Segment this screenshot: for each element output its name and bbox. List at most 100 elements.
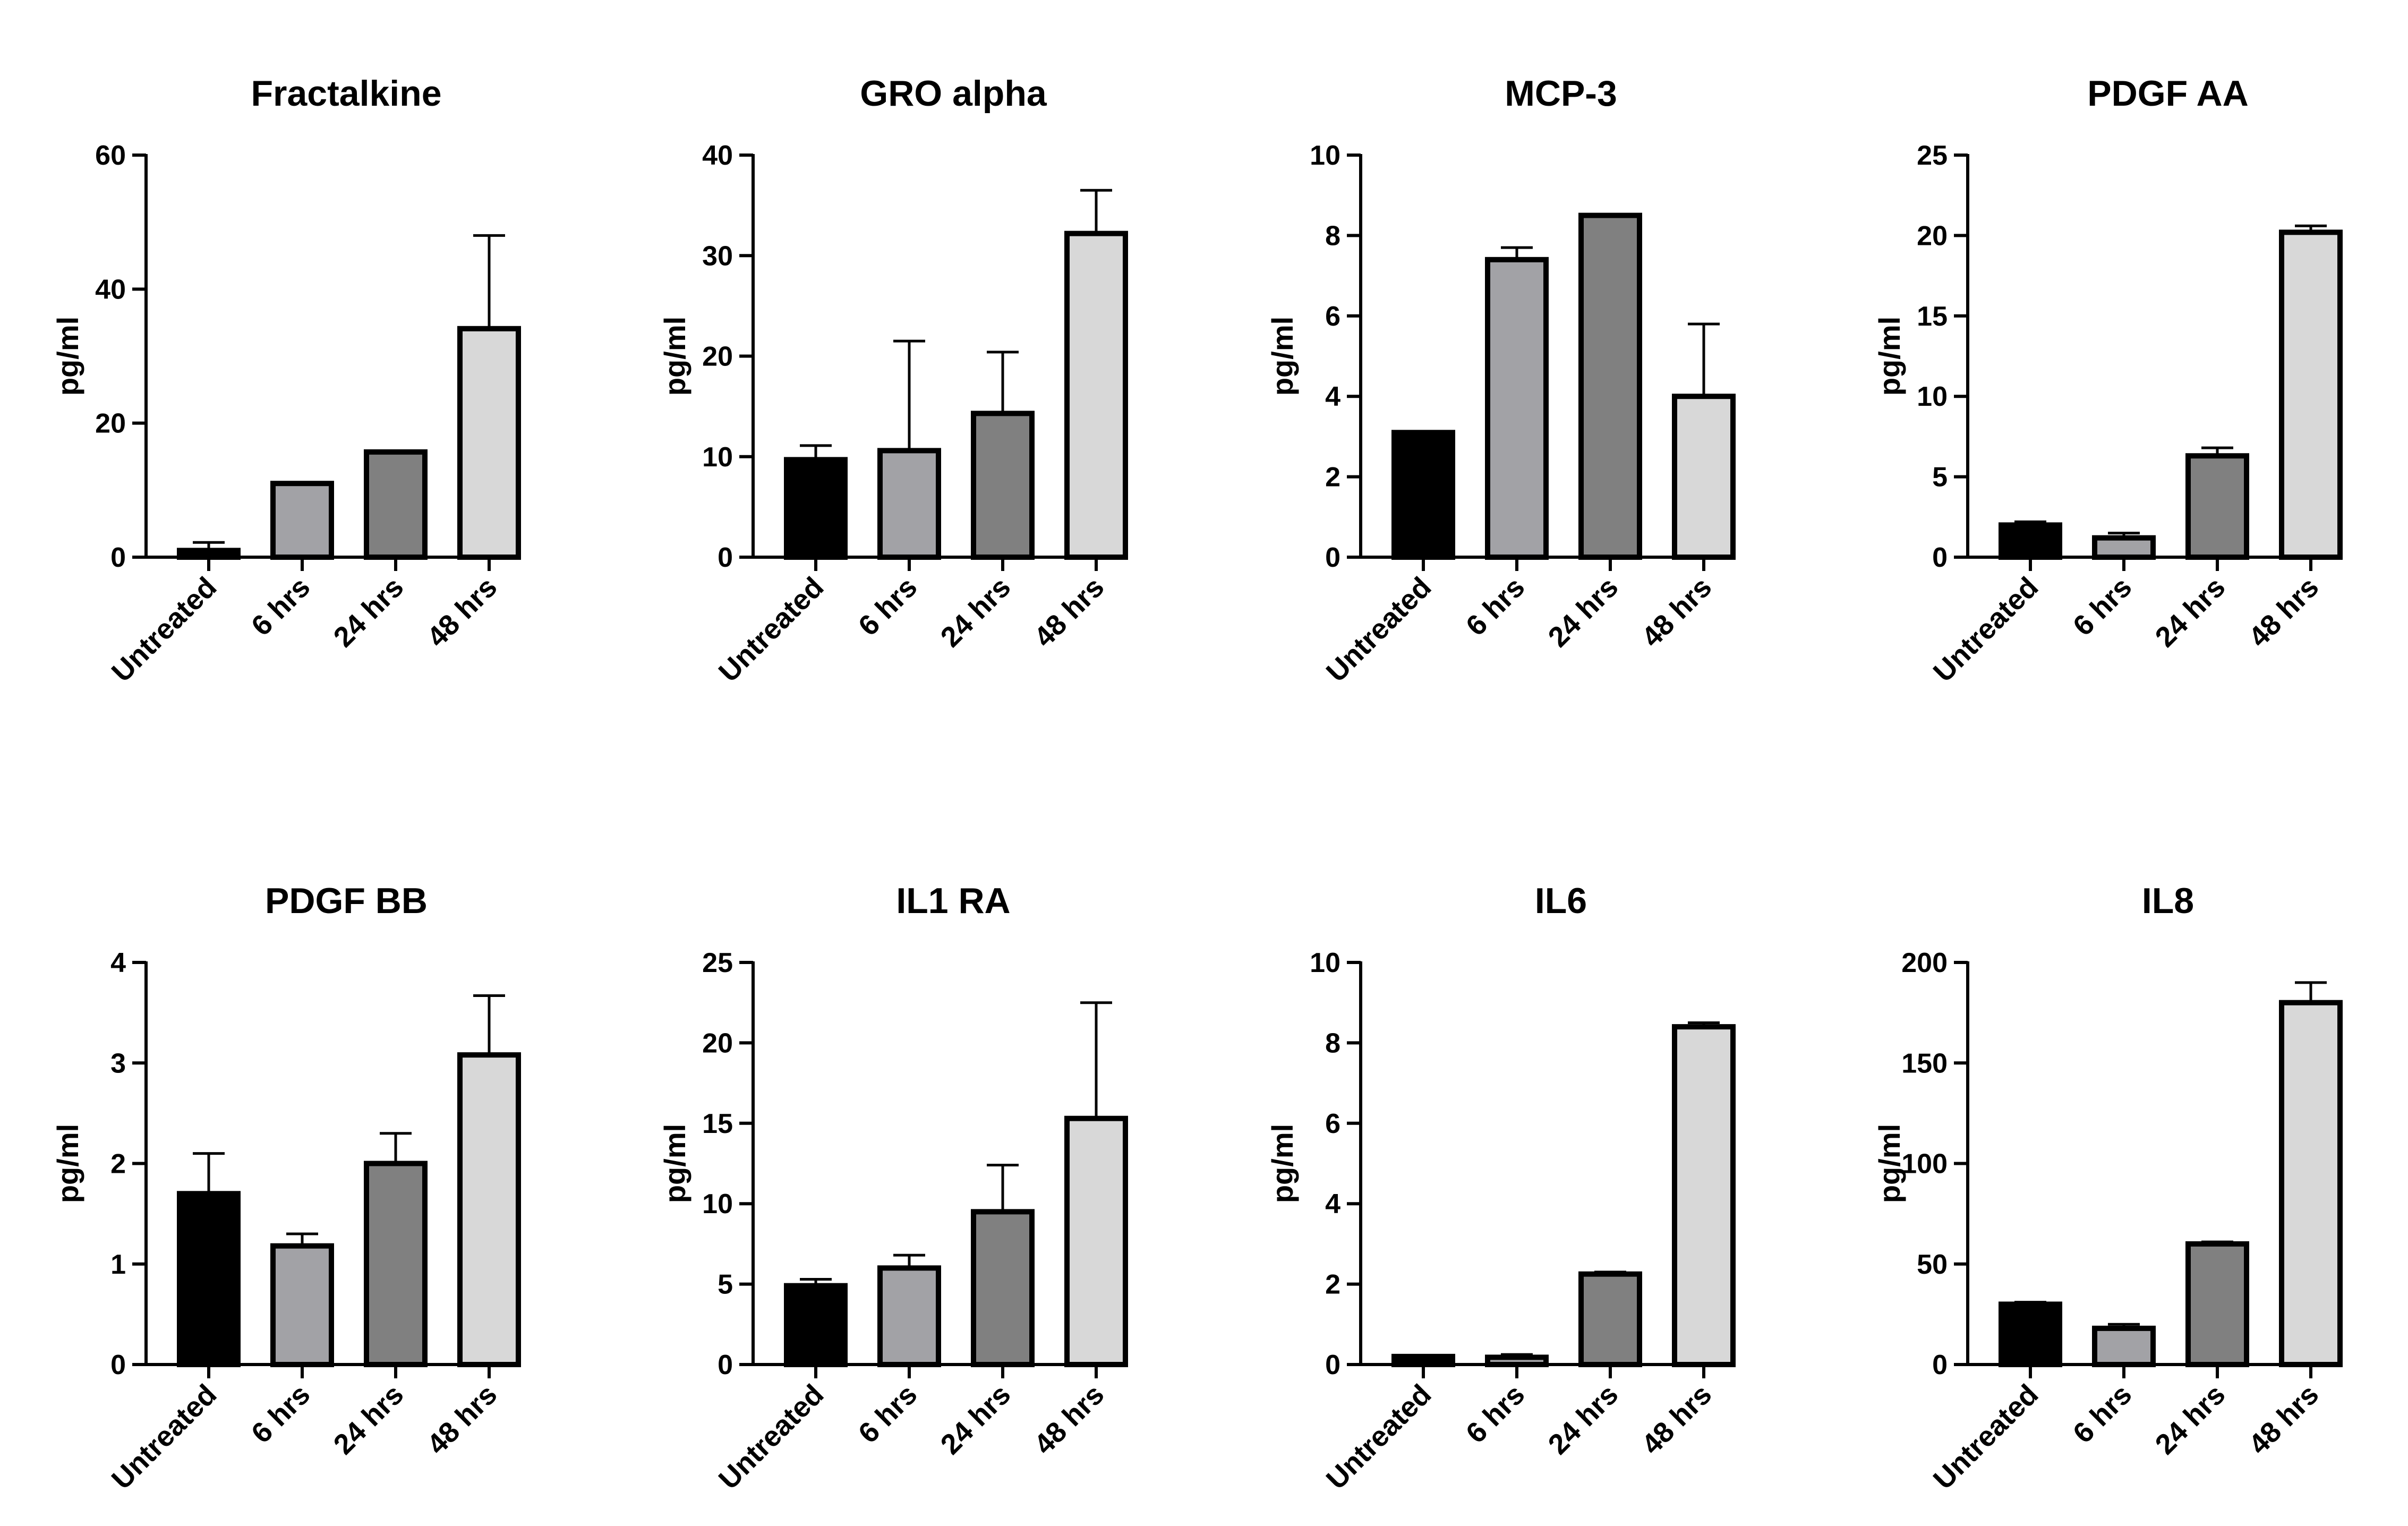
bar bbox=[877, 1265, 941, 1368]
chart-title: IL8 bbox=[2142, 881, 2194, 921]
bar bbox=[2092, 1325, 2156, 1368]
x-tick-label: 48 hrs bbox=[1636, 571, 1718, 653]
y-tick-label: 6 bbox=[1325, 1109, 1340, 1139]
y-tick-label: 60 bbox=[95, 140, 126, 171]
y-axis-label: pg/ml bbox=[1266, 317, 1299, 396]
y-tick-label: 0 bbox=[1932, 1350, 1948, 1380]
y-tick-label: 20 bbox=[702, 1028, 733, 1059]
bar bbox=[1999, 522, 2062, 560]
x-tick-label: Untreated bbox=[106, 1378, 223, 1496]
y-tick-label: 40 bbox=[702, 140, 733, 171]
x-tick-label: 24 hrs bbox=[328, 1378, 410, 1461]
chart-panel: PDGF BB pg/ml 0 1 2 3 4 Untreated 6 hrs 24 hrs 48 … bbox=[51, 881, 521, 1496]
y-tick-label: 100 bbox=[1901, 1149, 1948, 1180]
y-tick-label: 5 bbox=[1932, 462, 1948, 493]
bar bbox=[457, 1052, 521, 1367]
y-axis-label: pg/ml bbox=[658, 1124, 691, 1203]
y-axis-label: pg/ml bbox=[1873, 1124, 1906, 1203]
x-tick-label: Untreated bbox=[1927, 571, 2045, 688]
bar bbox=[1672, 394, 1736, 560]
bar bbox=[2185, 1241, 2249, 1367]
chart-panel: IL6 pg/ml 0 2 4 6 8 10 Untreated 6 hrs 24 hrs 48 hr… bbox=[1266, 881, 1736, 1496]
y-tick-label: 20 bbox=[1917, 220, 1948, 251]
y-axis-label: pg/ml bbox=[51, 1124, 84, 1203]
x-tick-label: 24 hrs bbox=[2149, 1378, 2232, 1461]
y-tick-label: 10 bbox=[702, 442, 733, 473]
y-tick-label: 0 bbox=[110, 1350, 126, 1380]
y-tick-label: 1 bbox=[110, 1249, 126, 1280]
y-tick-label: 20 bbox=[95, 408, 126, 439]
bar bbox=[1999, 1301, 2062, 1367]
y-axis-label: pg/ml bbox=[658, 317, 691, 396]
chart-title: IL1 RA bbox=[896, 881, 1010, 921]
chart-panel: IL8 pg/ml 0 50 100 150 200 Untreated 6 hrs 24 hrs… bbox=[1873, 881, 2343, 1496]
bar bbox=[2279, 229, 2343, 560]
x-tick-label: 6 hrs bbox=[2067, 571, 2138, 642]
x-tick-label: 48 hrs bbox=[421, 571, 503, 653]
x-tick-label: 6 hrs bbox=[1460, 1378, 1531, 1450]
y-tick-label: 4 bbox=[1325, 1189, 1340, 1220]
y-tick-label: 30 bbox=[702, 241, 733, 271]
y-axis-label: pg/ml bbox=[1266, 1124, 1299, 1203]
bar bbox=[1578, 1271, 1642, 1368]
x-tick-label: Untreated bbox=[106, 571, 223, 688]
chart-title: IL6 bbox=[1535, 881, 1587, 921]
y-tick-label: 10 bbox=[1917, 381, 1948, 412]
y-tick-label: 0 bbox=[718, 1350, 733, 1380]
y-tick-label: 2 bbox=[110, 1149, 126, 1180]
y-tick-label: 25 bbox=[1917, 140, 1948, 171]
x-tick-label: 24 hrs bbox=[935, 571, 1017, 653]
x-tick-label: Untreated bbox=[1927, 1378, 2045, 1496]
x-tick-label: 6 hrs bbox=[1460, 571, 1531, 642]
y-tick-label: 0 bbox=[110, 542, 126, 573]
x-tick-label: 24 hrs bbox=[328, 571, 410, 653]
x-tick-label: 48 hrs bbox=[2243, 571, 2325, 653]
bar bbox=[971, 1209, 1035, 1368]
bar bbox=[270, 1243, 334, 1368]
chart-panel: GRO alpha pg/ml 0 10 20 30 40 Untreated 6 hrs 24 … bbox=[658, 73, 1128, 688]
x-tick-label: 6 hrs bbox=[245, 1378, 317, 1450]
x-tick-label: 6 hrs bbox=[852, 571, 924, 642]
bar bbox=[1064, 231, 1128, 560]
x-tick-label: Untreated bbox=[1320, 571, 1438, 688]
y-tick-label: 4 bbox=[110, 948, 126, 978]
x-tick-label: 24 hrs bbox=[1542, 571, 1625, 653]
y-tick-label: 0 bbox=[1325, 542, 1340, 573]
chart-panel: IL1 RA pg/ml 0 5 10 15 20 25 Untreated 6 hrs 24 hr… bbox=[658, 881, 1128, 1496]
bar bbox=[877, 448, 941, 560]
y-axis-label: pg/ml bbox=[1873, 317, 1906, 396]
x-tick-label: 24 hrs bbox=[1542, 1378, 1625, 1461]
bar bbox=[784, 457, 848, 560]
y-tick-label: 8 bbox=[1325, 220, 1340, 251]
bar bbox=[270, 481, 334, 560]
y-axis-label: pg/ml bbox=[51, 317, 84, 396]
y-tick-label: 50 bbox=[1917, 1249, 1948, 1280]
x-tick-label: 6 hrs bbox=[852, 1378, 924, 1450]
chart-title: PDGF AA bbox=[2087, 73, 2248, 114]
bar bbox=[1672, 1024, 1736, 1367]
y-tick-label: 15 bbox=[1917, 301, 1948, 332]
y-tick-label: 10 bbox=[702, 1189, 733, 1220]
bar bbox=[457, 326, 521, 560]
x-tick-label: 6 hrs bbox=[2067, 1378, 2138, 1450]
chart-title: GRO alpha bbox=[860, 73, 1047, 114]
bar bbox=[364, 1161, 428, 1367]
y-tick-label: 4 bbox=[1325, 381, 1340, 412]
x-tick-label: 48 hrs bbox=[421, 1378, 503, 1461]
bar bbox=[971, 411, 1035, 560]
y-tick-label: 15 bbox=[702, 1109, 733, 1139]
y-tick-label: 25 bbox=[702, 948, 733, 978]
y-tick-label: 2 bbox=[1325, 1269, 1340, 1300]
x-tick-label: Untreated bbox=[713, 571, 830, 688]
x-tick-label: Untreated bbox=[1320, 1378, 1438, 1496]
chart-panel: MCP-3 pg/ml 0 2 4 6 8 10 Untreated 6 hrs 24 hrs 48 … bbox=[1266, 73, 1736, 688]
x-tick-label: 48 hrs bbox=[2243, 1378, 2325, 1461]
x-tick-label: 6 hrs bbox=[245, 571, 317, 642]
x-tick-label: 48 hrs bbox=[1636, 1378, 1718, 1461]
bar bbox=[1064, 1115, 1128, 1368]
bar bbox=[364, 449, 428, 560]
bar bbox=[1391, 430, 1455, 560]
bar bbox=[2185, 453, 2249, 560]
chart-panel: Fractalkine pg/ml 0 20 40 60 Untreated 6 hrs 24 … bbox=[51, 73, 521, 688]
y-tick-label: 3 bbox=[110, 1048, 126, 1079]
